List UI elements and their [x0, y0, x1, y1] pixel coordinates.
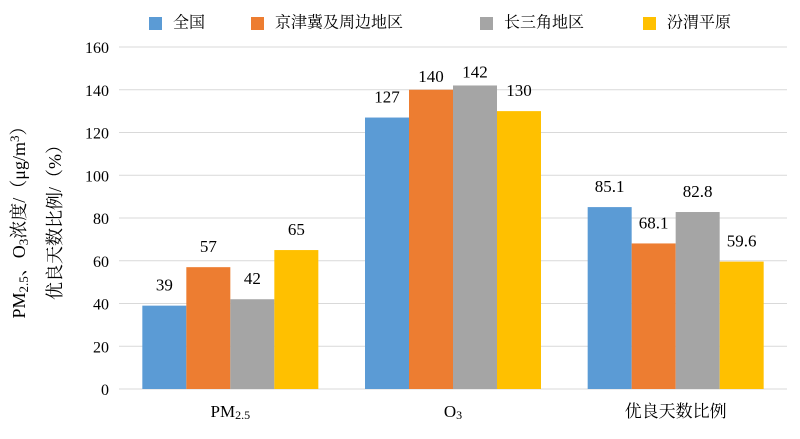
svg-text:120: 120 — [85, 126, 109, 143]
svg-text:100: 100 — [85, 168, 109, 185]
svg-text:PM2.5: PM2.5 — [211, 402, 251, 422]
svg-text:优良天数比例: 优良天数比例 — [625, 402, 727, 421]
svg-text:80: 80 — [93, 211, 109, 228]
svg-text:20: 20 — [93, 339, 109, 356]
svg-text:39: 39 — [156, 276, 173, 295]
svg-text:82.8: 82.8 — [683, 182, 713, 201]
svg-text:40: 40 — [93, 297, 109, 314]
svg-text:140: 140 — [85, 83, 109, 100]
svg-text:160: 160 — [85, 40, 109, 57]
svg-text:长三角地区: 长三角地区 — [504, 13, 584, 32]
svg-text:140: 140 — [418, 67, 444, 86]
svg-text:42: 42 — [244, 269, 261, 288]
svg-text:59.6: 59.6 — [727, 232, 757, 251]
svg-text:O3: O3 — [444, 402, 462, 422]
svg-text:0: 0 — [101, 382, 109, 399]
svg-text:60: 60 — [93, 254, 109, 271]
svg-text:全国: 全国 — [173, 14, 205, 32]
svg-text:汾渭平原: 汾渭平原 — [667, 14, 731, 32]
svg-text:68.1: 68.1 — [639, 213, 669, 232]
svg-text:142: 142 — [462, 62, 488, 81]
svg-text:57: 57 — [200, 237, 218, 256]
svg-text:65: 65 — [288, 220, 305, 239]
svg-text:85.1: 85.1 — [595, 177, 625, 196]
svg-text:130: 130 — [506, 81, 532, 100]
svg-text:127: 127 — [374, 88, 400, 107]
svg-text:京津冀及周边地区: 京津冀及周边地区 — [275, 13, 403, 32]
